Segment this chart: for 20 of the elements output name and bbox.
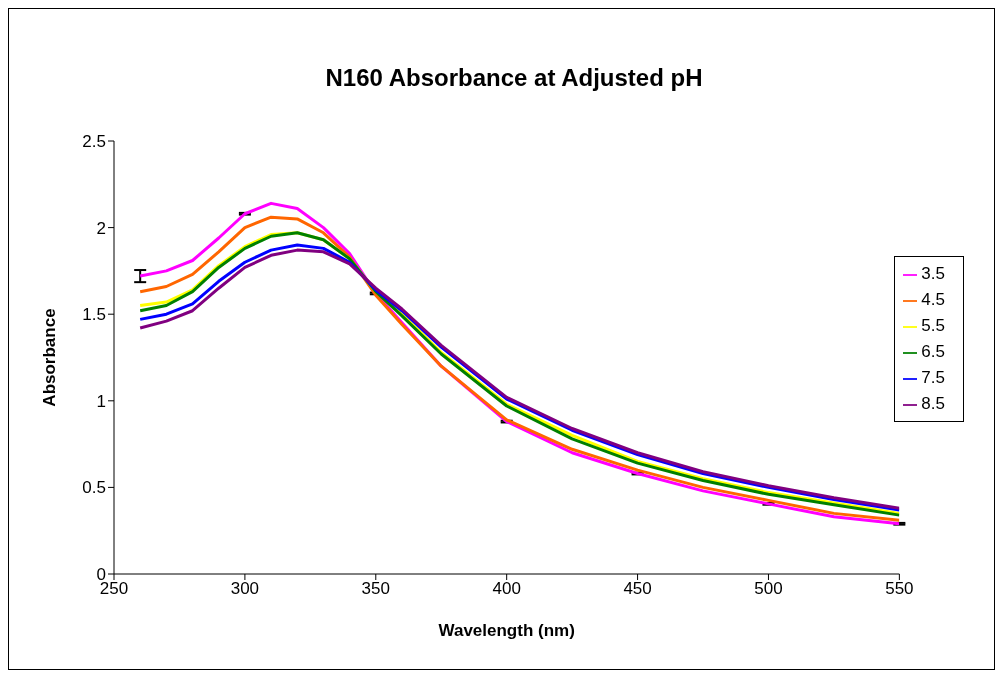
x-axis-title: Wavelength (nm) xyxy=(438,621,575,640)
legend-label: 8.5 xyxy=(921,394,945,413)
chart-title: N160 Absorbance at Adjusted pH xyxy=(324,64,704,92)
y-axis-title: Absorbance xyxy=(40,308,60,407)
legend-label: 6.5 xyxy=(921,342,945,361)
x-tick-label: 350 xyxy=(361,579,390,599)
x-tick-label: 450 xyxy=(623,579,652,599)
legend-label: 3.5 xyxy=(921,264,945,283)
x-tick-label: 400 xyxy=(492,579,521,599)
y-tick-label: 1 xyxy=(96,391,106,411)
x-tick-label: 300 xyxy=(230,579,260,599)
y-tick-label: 2.5 xyxy=(82,132,106,152)
legend-label: 4.5 xyxy=(921,290,945,309)
x-tick-label: 500 xyxy=(754,579,783,599)
legend-label: 5.5 xyxy=(921,316,945,335)
x-tick-label: 550 xyxy=(885,579,914,599)
y-tick-label: 2 xyxy=(96,218,106,238)
legend-label: 7.5 xyxy=(921,368,945,387)
y-tick-label: 1.5 xyxy=(82,305,106,325)
y-tick-label: 0.5 xyxy=(82,478,106,498)
